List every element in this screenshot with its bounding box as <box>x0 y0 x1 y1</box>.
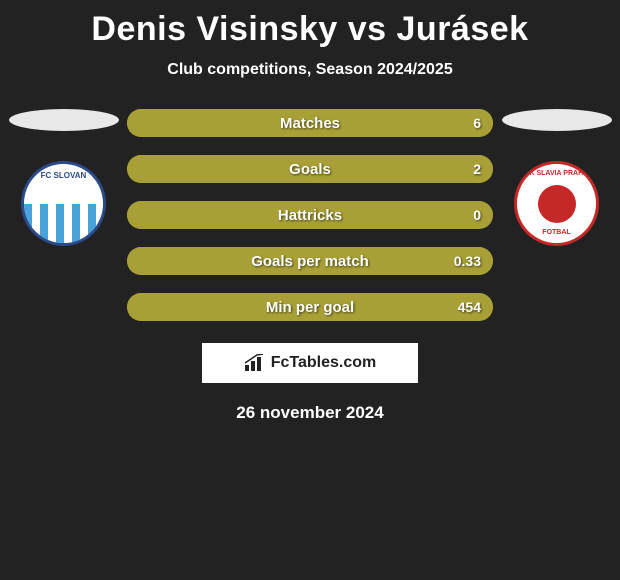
stat-value: 6 <box>473 115 481 131</box>
stat-bar: Min per goal 454 <box>127 293 493 321</box>
branding-text: FcTables.com <box>271 354 377 372</box>
stat-label: Min per goal <box>266 299 354 316</box>
left-badge-line1: FC SLOVAN <box>24 172 103 181</box>
page-title: Denis Visinsky vs Jurásek <box>0 0 620 49</box>
stat-label: Matches <box>280 115 340 132</box>
date-line: 26 november 2024 <box>0 403 620 423</box>
stat-label: Goals <box>289 161 331 178</box>
page-subtitle: Club competitions, Season 2024/2025 <box>0 61 620 79</box>
left-player-ellipse <box>9 109 119 131</box>
stats-column: Matches 6 Goals 2 Hattricks 0 Goals per match 0… <box>121 109 499 321</box>
stat-label: Goals per match <box>251 253 369 270</box>
stat-value: 454 <box>458 299 481 315</box>
left-team-badge: FC SLOVAN <box>21 161 106 246</box>
left-column: FC SLOVAN <box>6 109 121 246</box>
right-player-ellipse <box>502 109 612 131</box>
stat-value: 0.33 <box>454 253 481 269</box>
left-badge-stripes <box>24 204 103 244</box>
stat-bar: Matches 6 <box>127 109 493 137</box>
branding-box: FcTables.com <box>202 343 418 383</box>
stat-label: Hattricks <box>278 207 342 224</box>
right-team-badge: SK SLAVIA PRAHA FOTBAL <box>514 161 599 246</box>
stat-bar: Goals per match 0.33 <box>127 247 493 275</box>
right-badge-line1: SK SLAVIA PRAHA <box>525 170 588 178</box>
stat-value: 2 <box>473 161 481 177</box>
right-badge-star <box>538 185 576 223</box>
right-badge-line2: FOTBAL <box>542 229 570 237</box>
right-column: SK SLAVIA PRAHA FOTBAL <box>499 109 614 246</box>
stat-bar: Goals 2 <box>127 155 493 183</box>
chart-icon <box>244 354 266 372</box>
stat-value: 0 <box>473 207 481 223</box>
main-row: FC SLOVAN Matches 6 Goals 2 Hattricks 0 Goals … <box>0 109 620 321</box>
stat-bar: Hattricks 0 <box>127 201 493 229</box>
